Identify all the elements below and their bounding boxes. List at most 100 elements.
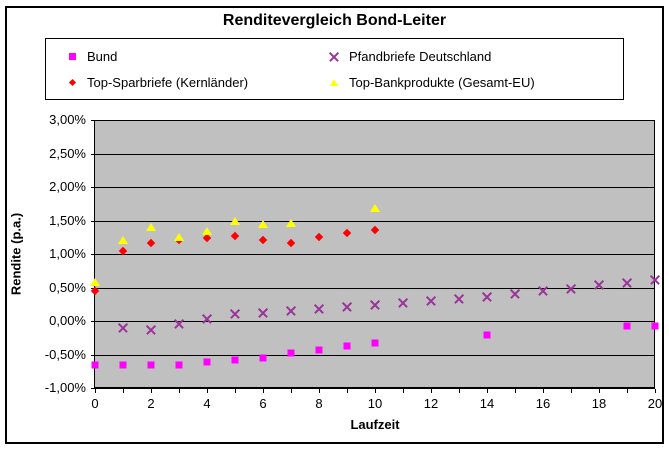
chart-title: Renditevergleich Bond-Leiter [222, 12, 447, 29]
triangle-marker-icon [174, 232, 184, 241]
square-marker-icon [147, 361, 155, 369]
diamond-marker-icon [90, 286, 100, 296]
y-axis-tick-label: 1,50% [49, 212, 86, 228]
x-marker-icon [118, 323, 128, 333]
y-axis-tick-label: 2,00% [49, 179, 86, 194]
data-point-bund [287, 349, 295, 357]
data-point-bund [231, 356, 239, 364]
data-point-top-sparbriefe-kernl-nder [314, 232, 324, 241]
x-marker-icon [230, 309, 240, 319]
data-point-pfandbriefe-deutschland [342, 301, 352, 311]
triangle-marker-icon [118, 235, 128, 244]
y-gridline [95, 153, 655, 155]
data-point-top-sparbriefe-kernl-nder [258, 235, 268, 245]
data-point-pfandbriefe-deutschland [230, 309, 240, 319]
y-gridline [95, 354, 655, 356]
x-axis-tick [655, 389, 656, 393]
square-marker-icon [315, 346, 323, 354]
x-axis-title: Laufzeit [350, 417, 400, 432]
data-point-bund [623, 322, 631, 330]
data-point-top-bankprodukte-gesamt-eu [118, 235, 128, 244]
x-axis-tick-label: 10 [367, 396, 383, 411]
x-axis-tick [487, 389, 488, 393]
x-marker-icon [202, 313, 212, 323]
y-axis-tick [91, 120, 95, 121]
x-axis-tick [515, 389, 516, 393]
data-point-pfandbriefe-deutschland [594, 280, 604, 290]
x-marker-icon [594, 280, 604, 290]
x-axis-tick [571, 389, 572, 393]
x-axis-tick [347, 389, 348, 393]
x-marker-icon [538, 286, 548, 296]
legend-label: Bund [87, 48, 118, 64]
x-axis-tick-label: 6 [259, 396, 267, 411]
x-axis-tick [291, 389, 292, 393]
square-marker-icon [231, 356, 239, 364]
data-point-top-sparbriefe-kernl-nder [370, 225, 380, 235]
square-marker-icon [623, 322, 631, 330]
square-marker-icon [259, 354, 267, 362]
data-point-top-sparbriefe-kernl-nder [146, 239, 156, 248]
x-axis-tick [627, 389, 628, 393]
diamond-marker-icon [230, 231, 240, 241]
data-point-pfandbriefe-deutschland [286, 305, 296, 315]
y-axis-tick-label: 2,50% [49, 145, 86, 161]
y-axis-tick-label: 0,00% [49, 313, 86, 328]
x-axis-tick-label: 18 [591, 396, 607, 411]
data-point-pfandbriefe-deutschland [202, 313, 212, 323]
x-axis-tick [179, 389, 180, 393]
x-axis-tick-label: 12 [423, 396, 439, 411]
data-point-pfandbriefe-deutschland [370, 299, 380, 309]
y-gridline [95, 220, 655, 222]
data-point-bund [259, 354, 267, 362]
x-axis-tick-label: 2 [147, 396, 155, 411]
y-axis-title: Rendite (p.a.) [8, 212, 24, 296]
y-axis-tick-label: 0,50% [49, 279, 86, 295]
data-point-pfandbriefe-deutschland [258, 307, 268, 317]
y-axis-tick [91, 254, 95, 255]
data-point-pfandbriefe-deutschland [174, 319, 184, 329]
x-marker-icon [650, 274, 660, 284]
data-point-pfandbriefe-deutschland [566, 284, 576, 294]
square-marker-icon [343, 342, 351, 350]
data-point-bund [147, 361, 155, 369]
x-marker-icon [454, 294, 464, 304]
y-axis-tick [91, 354, 95, 356]
diamond-marker-icon [286, 239, 296, 248]
triangle-marker-icon [230, 217, 240, 226]
data-point-bund [119, 361, 127, 369]
legend-label: Top-Bankprodukte (Gesamt-EU) [349, 74, 535, 90]
square-marker-icon [66, 52, 78, 60]
x-marker-icon [286, 305, 296, 315]
x-axis-tick-label: 16 [535, 396, 551, 411]
x-axis-tick-label: 0 [91, 396, 99, 411]
data-point-top-sparbriefe-kernl-nder [286, 239, 296, 248]
legend-item-bund: Bund [66, 49, 328, 64]
x-axis-tick [151, 389, 152, 393]
diamond-marker-icon [118, 246, 128, 255]
legend-item-pfandbriefe-deutschland: Pfandbriefe Deutschland [328, 49, 623, 64]
x-axis-tick [375, 389, 376, 393]
square-marker-icon [91, 361, 99, 369]
triangle-marker-icon [202, 227, 212, 236]
diamond-marker-icon [258, 235, 268, 245]
x-marker-icon [342, 301, 352, 311]
data-point-pfandbriefe-deutschland [538, 286, 548, 296]
data-point-top-bankprodukte-gesamt-eu [202, 227, 212, 236]
diamond-marker-icon [66, 78, 78, 86]
y-axis-tick [91, 388, 95, 389]
data-point-top-bankprodukte-gesamt-eu [258, 219, 268, 228]
y-axis-tick [91, 321, 95, 322]
y-axis-tick [91, 187, 95, 188]
x-axis-tick [459, 389, 460, 393]
square-marker-icon [203, 358, 211, 366]
x-axis-tick [235, 389, 236, 393]
square-marker-icon [371, 339, 379, 347]
data-point-pfandbriefe-deutschland [398, 297, 408, 307]
y-axis-tick [91, 153, 95, 155]
x-axis-tick [319, 389, 320, 393]
data-point-top-sparbriefe-kernl-nder [90, 286, 100, 296]
x-marker-icon [622, 277, 632, 287]
data-point-bund [175, 361, 183, 369]
